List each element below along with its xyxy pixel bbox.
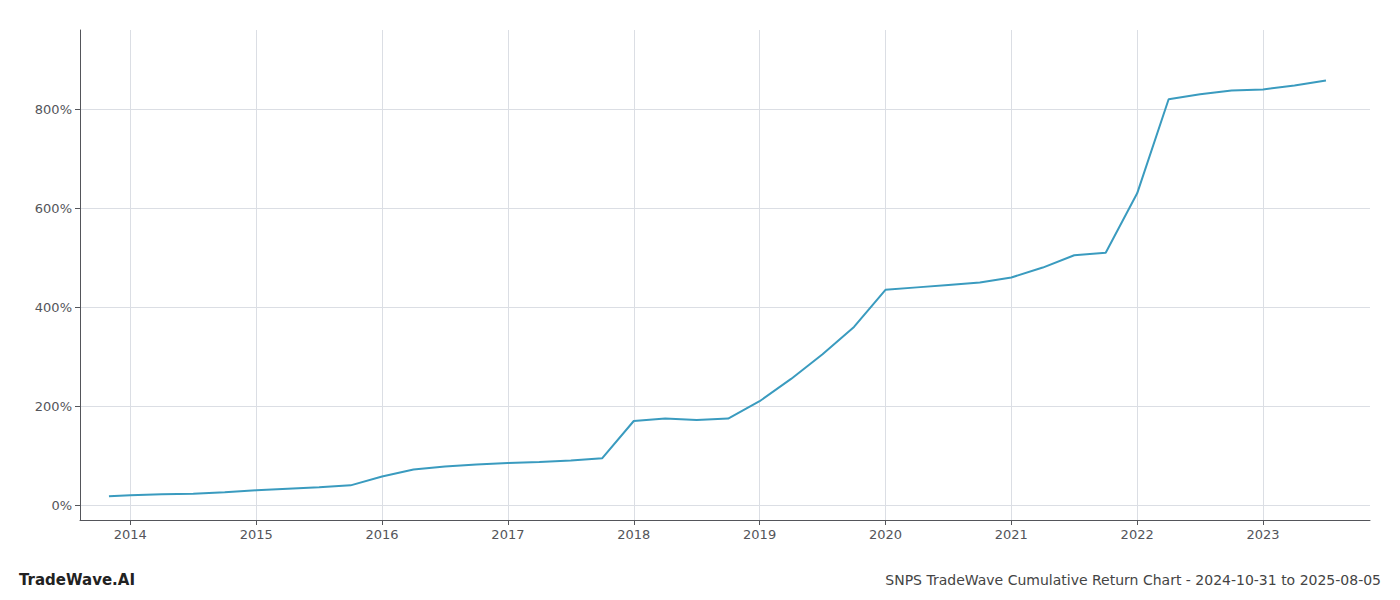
svg-text:400%: 400% — [35, 300, 72, 315]
svg-text:200%: 200% — [35, 399, 72, 414]
svg-text:2020: 2020 — [869, 527, 902, 542]
svg-text:2018: 2018 — [617, 527, 650, 542]
svg-text:2014: 2014 — [114, 527, 147, 542]
svg-text:2015: 2015 — [240, 527, 273, 542]
svg-text:600%: 600% — [35, 201, 72, 216]
svg-text:2021: 2021 — [995, 527, 1028, 542]
svg-text:TradeWave.AI: TradeWave.AI — [19, 571, 135, 589]
svg-text:2017: 2017 — [491, 527, 524, 542]
svg-text:800%: 800% — [35, 102, 72, 117]
svg-text:2023: 2023 — [1246, 527, 1279, 542]
svg-text:2016: 2016 — [366, 527, 399, 542]
svg-text:SNPS TradeWave Cumulative Retu: SNPS TradeWave Cumulative Return Chart -… — [885, 572, 1381, 588]
svg-text:2019: 2019 — [743, 527, 776, 542]
svg-text:2022: 2022 — [1121, 527, 1154, 542]
svg-text:0%: 0% — [51, 498, 72, 513]
